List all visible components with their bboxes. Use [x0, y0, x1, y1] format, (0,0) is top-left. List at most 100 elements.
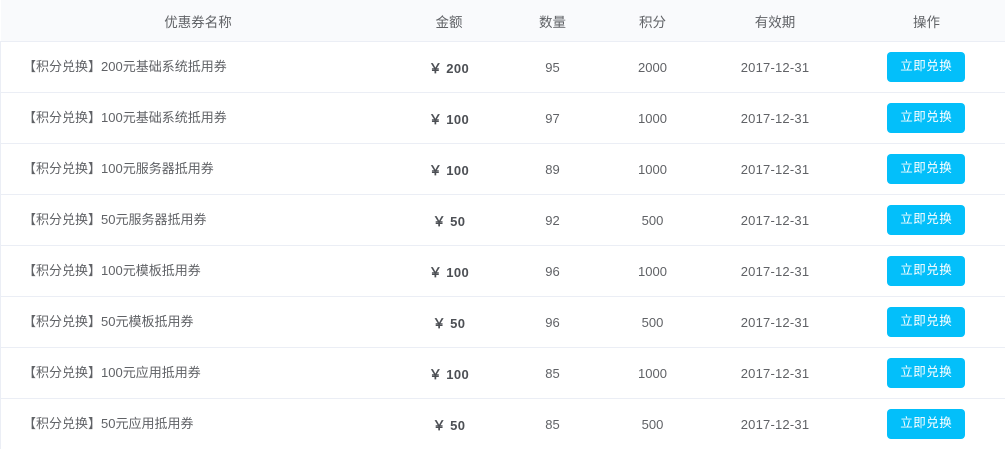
cell-coupon-name: 【积分兑换】50元模板抵用券 — [0, 296, 396, 348]
cell-coupon-name: 【积分兑换】100元应用抵用券 — [0, 347, 396, 399]
redeem-now-button[interactable]: 立即兑换 — [887, 307, 966, 337]
cell-amount: ￥ 200 — [395, 41, 503, 93]
cell-action: 立即兑换 — [847, 194, 1005, 246]
cell-action: 立即兑换 — [847, 245, 1005, 297]
amount-label: ￥ 100 — [428, 366, 470, 382]
amount-label: ￥ 50 — [432, 213, 466, 229]
column-header-expiry: 有效期 — [702, 0, 848, 42]
column-header-qty: 数量 — [502, 0, 603, 42]
points-label: 500 — [641, 314, 664, 330]
amount-label: ￥ 100 — [428, 264, 470, 280]
cell-points: 1000 — [602, 92, 703, 144]
amount-label: ￥ 50 — [432, 417, 466, 433]
cell-coupon-name: 【积分兑换】50元应用抵用券 — [0, 398, 396, 449]
cell-amount: ￥ 50 — [395, 194, 503, 246]
cell-points: 1000 — [602, 143, 703, 195]
redeem-now-button[interactable]: 立即兑换 — [887, 205, 966, 235]
table-body: 【积分兑换】200元基础系统抵用券 ￥ 200 95 2000 2017-12-31 立即… — [0, 41, 1005, 449]
cell-quantity: 92 — [502, 194, 603, 246]
quantity-label: 96 — [545, 314, 560, 330]
cell-points: 2000 — [602, 41, 703, 93]
coupon-name-label: 【积分兑换】100元基础系统抵用券 — [23, 109, 227, 125]
expiry-date-label: 2017-12-31 — [740, 314, 810, 330]
column-header-amount: 金额 — [395, 0, 503, 42]
coupon-name-label: 【积分兑换】100元模板抵用券 — [23, 262, 201, 278]
coupon-name-label: 【积分兑换】50元应用抵用券 — [23, 415, 194, 431]
cell-quantity: 89 — [502, 143, 603, 195]
cell-amount: ￥ 100 — [395, 347, 503, 399]
cell-amount: ￥ 100 — [395, 143, 503, 195]
cell-coupon-name: 【积分兑换】100元模板抵用券 — [0, 245, 396, 297]
cell-points: 500 — [602, 194, 703, 246]
cell-action: 立即兑换 — [847, 398, 1005, 449]
coupon-name-label: 【积分兑换】200元基础系统抵用券 — [23, 58, 227, 74]
points-label: 1000 — [638, 365, 667, 381]
points-label: 500 — [641, 212, 664, 228]
cell-amount: ￥ 50 — [395, 296, 503, 348]
redeem-now-button[interactable]: 立即兑换 — [887, 358, 966, 388]
cell-expiry: 2017-12-31 — [702, 245, 848, 297]
table-row: 【积分兑换】100元应用抵用券 ￥ 100 85 1000 2017-12-31 立即兑换 — [0, 347, 1005, 399]
cell-action: 立即兑换 — [847, 347, 1005, 399]
coupon-name-label: 【积分兑换】100元应用抵用券 — [23, 364, 201, 380]
quantity-label: 97 — [545, 110, 560, 126]
quantity-label: 85 — [545, 365, 560, 381]
expiry-date-label: 2017-12-31 — [740, 59, 810, 75]
table-row: 【积分兑换】50元应用抵用券 ￥ 50 85 500 2017-12-31 立即兑换 — [0, 398, 1005, 449]
cell-points: 1000 — [602, 245, 703, 297]
quantity-label: 89 — [545, 161, 560, 177]
cell-amount: ￥ 100 — [395, 92, 503, 144]
table-row: 【积分兑换】100元基础系统抵用券 ￥ 100 97 1000 2017-12-31 立即… — [0, 92, 1005, 144]
cell-action: 立即兑换 — [847, 41, 1005, 93]
cell-points: 1000 — [602, 347, 703, 399]
cell-coupon-name: 【积分兑换】100元服务器抵用券 — [0, 143, 396, 195]
expiry-date-label: 2017-12-31 — [740, 212, 810, 228]
redeem-now-button[interactable]: 立即兑换 — [887, 256, 966, 286]
cell-quantity: 85 — [502, 398, 603, 449]
cell-points: 500 — [602, 398, 703, 449]
table-row: 【积分兑换】100元服务器抵用券 ￥ 100 89 1000 2017-12-31 立即兑… — [0, 143, 1005, 195]
table-row: 【积分兑换】50元服务器抵用券 ￥ 50 92 500 2017-12-31 立即兑换 — [0, 194, 1005, 246]
redeem-now-button[interactable]: 立即兑换 — [887, 409, 966, 439]
column-header-name: 优惠券名称 — [0, 0, 396, 42]
redeem-now-button[interactable]: 立即兑换 — [887, 103, 966, 133]
cell-expiry: 2017-12-31 — [702, 41, 848, 93]
amount-label: ￥ 50 — [432, 315, 466, 331]
cell-action: 立即兑换 — [847, 143, 1005, 195]
cell-expiry: 2017-12-31 — [702, 143, 848, 195]
cell-coupon-name: 【积分兑换】50元服务器抵用券 — [0, 194, 396, 246]
redeem-now-button[interactable]: 立即兑换 — [887, 52, 966, 82]
points-label: 2000 — [638, 59, 667, 75]
cell-quantity: 85 — [502, 347, 603, 399]
column-header-points: 积分 — [602, 0, 703, 42]
column-header-action: 操作 — [847, 0, 1005, 42]
cell-quantity: 96 — [502, 296, 603, 348]
cell-quantity: 97 — [502, 92, 603, 144]
points-label: 500 — [641, 416, 664, 432]
coupon-name-label: 【积分兑换】100元服务器抵用券 — [23, 160, 214, 176]
cell-quantity: 96 — [502, 245, 603, 297]
expiry-date-label: 2017-12-31 — [740, 263, 810, 279]
table-row: 【积分兑换】50元模板抵用券 ￥ 50 96 500 2017-12-31 立即兑换 — [0, 296, 1005, 348]
coupon-name-label: 【积分兑换】50元模板抵用券 — [23, 313, 194, 329]
cell-amount: ￥ 100 — [395, 245, 503, 297]
cell-expiry: 2017-12-31 — [702, 296, 848, 348]
points-label: 1000 — [638, 110, 667, 126]
cell-expiry: 2017-12-31 — [702, 347, 848, 399]
quantity-label: 85 — [545, 416, 560, 432]
expiry-date-label: 2017-12-31 — [740, 416, 810, 432]
table-row: 【积分兑换】100元模板抵用券 ￥ 100 96 1000 2017-12-31 立即兑换 — [0, 245, 1005, 297]
cell-expiry: 2017-12-31 — [702, 194, 848, 246]
cell-action: 立即兑换 — [847, 296, 1005, 348]
quantity-label: 95 — [545, 59, 560, 75]
cell-expiry: 2017-12-31 — [702, 398, 848, 449]
cell-quantity: 95 — [502, 41, 603, 93]
redeem-now-button[interactable]: 立即兑换 — [887, 154, 966, 184]
coupon-name-label: 【积分兑换】50元服务器抵用券 — [23, 211, 207, 227]
expiry-date-label: 2017-12-31 — [740, 110, 810, 126]
points-label: 1000 — [638, 263, 667, 279]
expiry-date-label: 2017-12-31 — [740, 365, 810, 381]
table-header-row: 优惠券名称 金额 数量 积分 有效期 操作 — [0, 0, 1005, 42]
cell-expiry: 2017-12-31 — [702, 92, 848, 144]
cell-coupon-name: 【积分兑换】100元基础系统抵用券 — [0, 92, 396, 144]
